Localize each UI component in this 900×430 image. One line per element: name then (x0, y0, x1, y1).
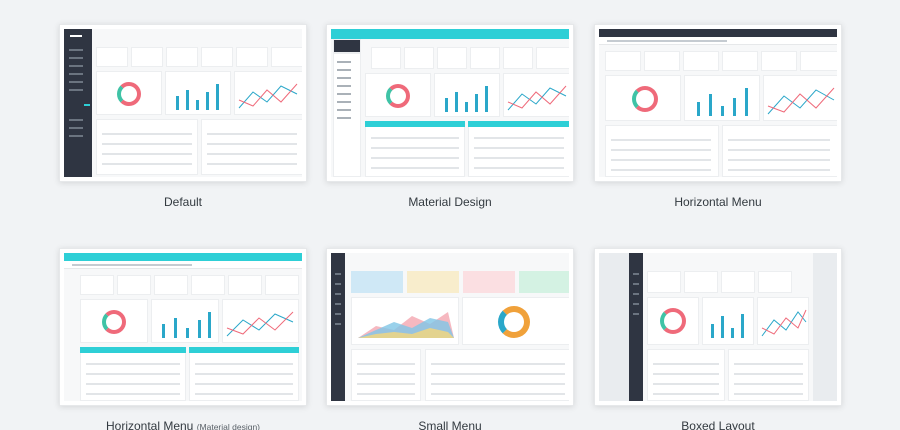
caption-text: Horizontal Menu (105, 419, 194, 430)
caption-text: Small Menu (418, 419, 482, 430)
layout-thumbnail-boxed-layout (599, 253, 837, 401)
caption-text: Material Design (408, 195, 492, 209)
layout-caption-horizontal-menu: Horizontal Menu (594, 195, 842, 209)
layout-card-horizontal-menu-material[interactable] (59, 248, 307, 406)
caption-text: Default (163, 195, 203, 209)
layout-thumbnail-horizontal-menu (599, 29, 837, 177)
layout-thumbnail-horizontal-menu-material (64, 253, 302, 401)
layout-caption-boxed-layout: Boxed Layout (594, 419, 842, 430)
layout-card-small-menu[interactable] (326, 248, 574, 406)
layout-caption-material-design: Material Design (326, 195, 574, 209)
layout-card-boxed-layout[interactable] (594, 248, 842, 406)
layout-caption-default: Default (59, 195, 307, 209)
caption-subtext: (Material design) (196, 422, 261, 430)
layout-card-material-design[interactable] (326, 24, 574, 182)
layout-card-horizontal-menu[interactable] (594, 24, 842, 182)
layout-card-default[interactable] (59, 24, 307, 182)
layout-thumbnail-default (64, 29, 302, 177)
layout-caption-small-menu: Small Menu (326, 419, 574, 430)
layout-caption-horizontal-menu-material: Horizontal Menu (Material design) (59, 419, 307, 430)
layout-thumbnail-small-menu (331, 253, 569, 401)
layout-thumbnail-material-design (331, 29, 569, 177)
caption-text: Boxed Layout (681, 419, 755, 430)
caption-text: Horizontal Menu (674, 195, 762, 209)
